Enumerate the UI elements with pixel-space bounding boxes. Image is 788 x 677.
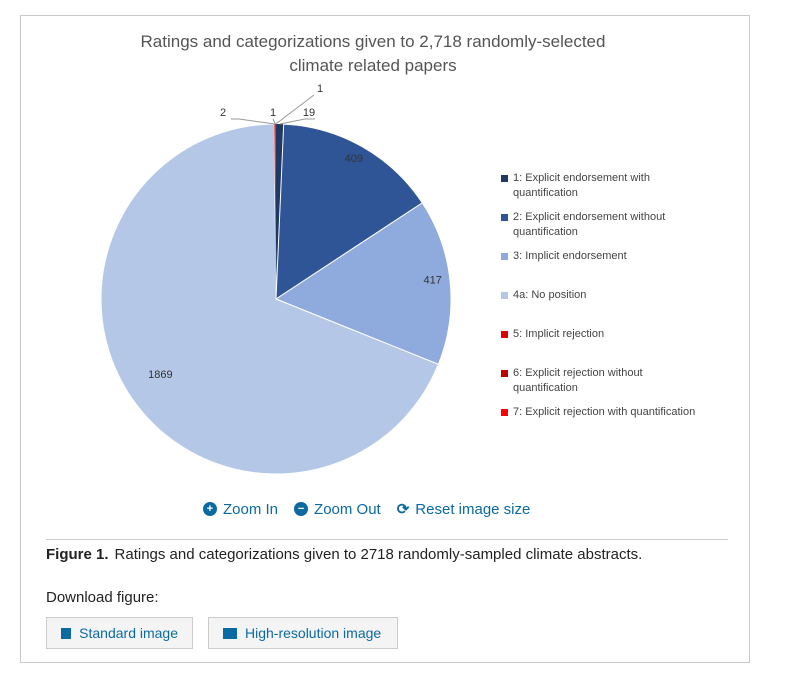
legend-swatch <box>501 214 508 221</box>
legend-label: 6: Explicit rejection without quantifica… <box>513 367 643 394</box>
reset-size-button[interactable]: ⟳ Reset image size <box>396 500 531 519</box>
figure-caption: Figure 1. Ratings and categorizations giv… <box>46 546 642 563</box>
zoom-out-label: Zoom Out <box>314 500 381 518</box>
legend-label: 1: Explicit endorsement with quantificat… <box>513 172 650 199</box>
zoom-in-button[interactable]: + Zoom In <box>203 500 278 518</box>
legend-label: 7: Explicit rejection with quantificatio… <box>513 406 696 418</box>
data-label-6: 1 <box>270 107 276 119</box>
legend-label: 3: Implicit endorsement <box>513 250 627 262</box>
chart-title: Ratings and categorizations given to 2,7… <box>73 30 673 78</box>
data-label-1: 19 <box>303 107 315 119</box>
leader-line-1 <box>279 118 315 125</box>
legend-label: 2: Explicit endorsement without quantifi… <box>513 211 666 238</box>
legend-swatch <box>501 370 508 377</box>
legend-item-5: 5: Implicit rejection <box>501 327 703 366</box>
legend-item-1: 1: Explicit endorsement with quantificat… <box>501 171 703 210</box>
data-label-5: 2 <box>220 107 226 119</box>
zoom-in-label: Zoom In <box>223 500 279 518</box>
pie-slice-5 <box>274 124 276 300</box>
zoom-out-button[interactable]: − Zoom Out <box>294 500 381 518</box>
legend-item-3: 3: Implicit endorsement <box>501 249 703 288</box>
leader-line-5 <box>231 118 275 125</box>
legend-swatch <box>501 331 508 338</box>
image-tools: + Zoom In − Zoom Out ⟳ Reset image size <box>203 500 530 518</box>
leader-line-7 <box>275 94 315 125</box>
legend-item-6: 6: Explicit rejection without quantifica… <box>501 366 703 405</box>
download-label: Download figure: <box>46 589 159 606</box>
legend-item-2: 2: Explicit endorsement without quantifi… <box>501 210 703 249</box>
zoom-out-icon: − <box>294 502 309 516</box>
title-line-2: climate related papers <box>289 56 457 75</box>
caption-label: Figure 1. <box>46 546 109 563</box>
refresh-icon: ⟳ <box>396 501 410 518</box>
legend-label: 4a: No position <box>513 289 587 301</box>
title-line-1: Ratings and categorizations given to 2,7… <box>140 32 606 51</box>
pie-slice-3 <box>274 202 452 365</box>
legend-swatch <box>501 253 508 260</box>
data-label-7: 1 <box>317 83 323 95</box>
image-icon <box>223 627 237 639</box>
divider <box>46 539 728 540</box>
legend: 1: Explicit endorsement with quantificat… <box>501 171 703 444</box>
zoom-in-icon: + <box>203 502 217 516</box>
leader-line-6 <box>272 118 276 125</box>
standard-image-label: Standard image <box>79 625 178 641</box>
legend-swatch <box>501 292 508 299</box>
image-icon <box>61 627 72 639</box>
pie-slice-4 <box>100 123 439 475</box>
standard-image-button[interactable]: Standard image <box>46 617 193 649</box>
legend-item-4: 4a: No position <box>501 288 703 327</box>
data-label-2: 409 <box>345 153 363 165</box>
data-label-3: 417 <box>424 274 442 286</box>
legend-item-7: 7: Explicit rejection with quantificatio… <box>501 405 703 444</box>
caption-text: Ratings and categorizations given to 271… <box>114 546 643 563</box>
pie-slice-6 <box>275 124 276 300</box>
legend-swatch <box>501 175 508 182</box>
high-resolution-image-button[interactable]: High-resolution image <box>208 617 398 649</box>
legend-label: 5: Implicit rejection <box>513 328 605 340</box>
legend-swatch <box>501 409 508 416</box>
figure-frame <box>20 15 750 663</box>
high-res-label: High-resolution image <box>245 625 382 641</box>
pie-slice-2 <box>275 123 423 300</box>
data-label-4: 1869 <box>148 369 172 381</box>
reset-label: Reset image size <box>415 500 531 518</box>
